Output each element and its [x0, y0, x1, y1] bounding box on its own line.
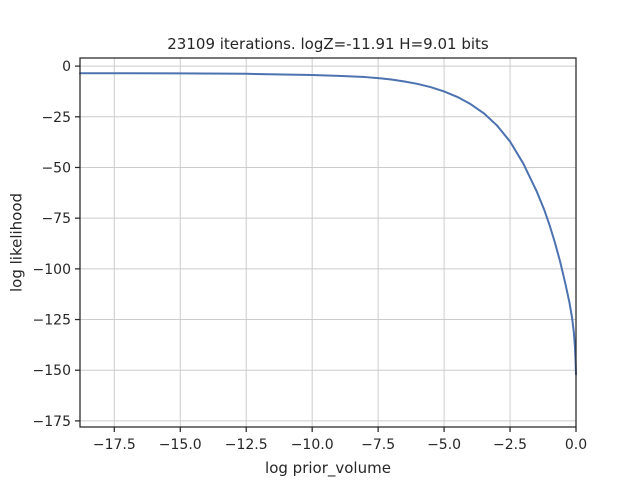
- y-tick-label: −125: [33, 313, 71, 329]
- grid-lines: [80, 58, 577, 427]
- x-tick-label: −2.5: [493, 437, 527, 453]
- x-tick-label: −17.5: [93, 437, 136, 453]
- y-tick-label: −175: [33, 414, 71, 430]
- x-tick-label: −7.5: [361, 437, 395, 453]
- y-tick-label: 0: [62, 59, 71, 75]
- y-tick-label: −150: [33, 363, 71, 379]
- x-tick-label: −15.0: [159, 437, 202, 453]
- x-tick-label: −12.5: [225, 437, 268, 453]
- chart-title: 23109 iterations. logZ=-11.91 H=9.01 bit…: [167, 35, 489, 53]
- x-axis-label: log prior_volume: [265, 459, 391, 478]
- x-tick-label: 0.0: [565, 437, 587, 453]
- y-tick-label: −50: [41, 160, 71, 176]
- y-axis-label: log likelihood: [7, 193, 25, 292]
- series-line: [79, 72, 577, 376]
- axis-ticks: −17.5 −15.0 −12.5 −10.0 −7.5 −5.0 −2.5 0.0 0 −25 −…: [33, 59, 588, 453]
- y-tick-label: −75: [41, 211, 71, 227]
- x-tick-label: −10.0: [291, 437, 334, 453]
- plot-frame: [79, 57, 577, 428]
- y-tick-label: −100: [33, 262, 71, 278]
- y-tick-label: −25: [41, 110, 71, 126]
- x-tick-label: −5.0: [427, 437, 461, 453]
